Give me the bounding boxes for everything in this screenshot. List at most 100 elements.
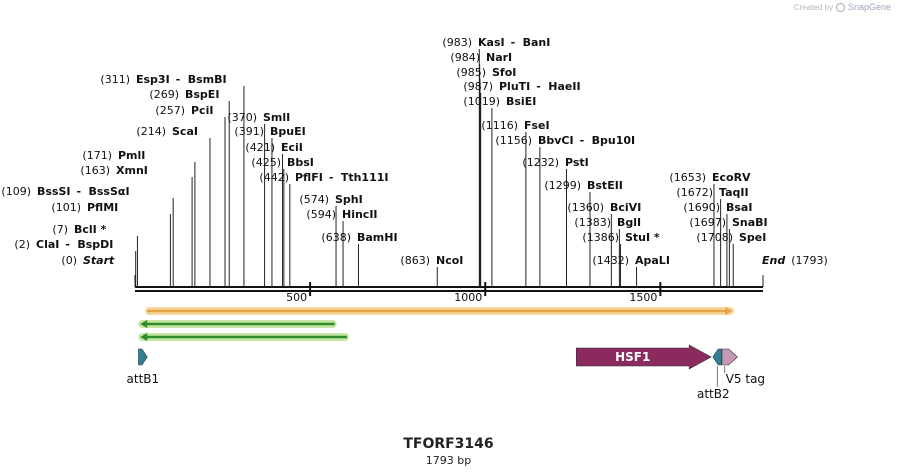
enzyme-alias: BssSαI [89,185,130,198]
enzyme-site-bcli[interactable]: (7) BclI * [52,223,106,236]
enzyme-alias: HaeII [548,80,580,93]
enzyme-site-pluti[interactable]: (987) PluTI - HaeII [463,80,580,93]
enzyme-site-pflfi[interactable]: (442) PflFI - Tth111I [259,171,388,184]
enzyme-site-bamhi[interactable]: (638) BamHI [321,231,397,244]
enzyme-site-bsiei[interactable]: (1019) BsiEI [463,95,536,108]
enzyme-site-pmli[interactable]: (171) PmlI [82,149,145,162]
enzyme-site-ncoi[interactable]: (863) NcoI [400,254,463,267]
enzyme-site-nari[interactable]: (984) NarI [450,51,512,64]
enzyme-site-pflmi[interactable]: (101) PflMI [51,201,118,214]
enzyme-position: (574) [299,193,329,206]
enzyme-position: (1232) [522,156,559,169]
enzyme-name: EciI [281,141,303,154]
enzyme-site-bspei[interactable]: (269) BspEI [149,88,219,101]
enzyme-site-bcivi[interactable]: (1360) BciVI [567,201,641,214]
orf-arrow[interactable] [145,307,735,315]
enzyme-site-kasi[interactable]: (983) KasI - BanI [442,36,550,49]
enzyme-name: BssSI [37,185,71,198]
enzyme-site-hincii[interactable]: (594) HincII [306,208,377,221]
enzyme-site-bsteii[interactable]: (1299) BstEII [544,179,622,192]
enzyme-site-scai[interactable]: (214) ScaI [136,125,198,138]
enzyme-name: BstEII [587,179,623,192]
enzyme-site-stui[interactable]: (1386) StuI * [582,231,660,244]
enzyme-position: (370) [227,111,257,124]
enzyme-site-sphi[interactable]: (574) SphI [299,193,362,206]
enzyme-site-bbvci[interactable]: (1156) BbvCI - Bpu10I [495,134,635,147]
enzyme-site-bsssi[interactable]: (109) BssSI - BssSαI [1,185,129,198]
enzyme-site-esp3i[interactable]: (311) Esp3I - BsmBI [100,73,226,86]
enzyme-site-sfoi[interactable]: (985) SfoI [456,66,516,79]
enzyme-position: (257) [155,104,185,117]
enzyme-position: (638) [321,231,351,244]
feature-label: V5 tag [726,372,765,386]
enzyme-site-bpuei[interactable]: (391) BpuEI [234,125,305,138]
enzyme-position: (987) [463,80,493,93]
enzyme-site-bgli[interactable]: (1383) BglI [574,216,641,229]
enzyme-name: BglI [617,216,641,229]
enzyme-position: (1383) [574,216,611,229]
feature-hsf1[interactable]: HSF1 [576,344,712,370]
enzyme-alias: Bpu10I [592,134,636,147]
feature-v5-tag[interactable]: V5 tag [722,348,765,386]
enzyme-site-end[interactable]: End (1793) [762,254,828,267]
enzyme-position: (442) [259,171,289,184]
feature-shape [138,348,148,366]
credit-prefix: Created by [793,2,833,12]
enzyme-site-ecii[interactable]: (421) EciI [245,141,303,154]
enzyme-position: (1653) [669,171,706,184]
orf-arrow[interactable] [138,320,337,328]
enzyme-name: PciI [191,104,213,117]
enzyme-position: (983) [442,36,472,49]
enzyme-name: HincII [342,208,378,221]
feature-attb2[interactable]: attB2 [697,348,730,401]
enzyme-alias-dash: - [65,238,70,251]
orf-arrowhead [725,307,733,315]
enzyme-site-snabi[interactable]: (1697) SnaBI [689,216,767,229]
enzyme-position: (985) [456,66,486,79]
enzyme-name: BbsI [287,156,314,169]
enzyme-name: PflFI [295,171,323,184]
enzyme-site-xmni[interactable]: (163) XmnI [80,164,147,177]
enzyme-name: SnaBI [732,216,768,229]
enzyme-name: PflMI [87,201,118,214]
enzyme-name: BclI * [74,223,107,236]
enzyme-position: (1386) [582,231,619,244]
enzyme-alias-dash: - [77,185,82,198]
orf-arrow[interactable] [138,333,349,341]
enzyme-name: BpuEI [270,125,306,138]
enzyme-site-clai[interactable]: (2) ClaI - BspDI [14,238,113,251]
enzyme-site-bsai[interactable]: (1690) BsaI [683,201,752,214]
enzyme-site-spei[interactable]: (1708) SpeI [696,231,766,244]
enzyme-position: (391) [234,125,264,138]
enzyme-site-smli[interactable]: (370) SmlI [227,111,290,124]
enzyme-name: TaqII [719,186,749,199]
enzyme-site-ecorv[interactable]: (1653) EcoRV [669,171,751,184]
enzyme-site-psti[interactable]: (1232) PstI [522,156,588,169]
enzyme-position: (2) [14,238,30,251]
enzyme-alias: Tth111I [341,171,389,184]
enzyme-site-fsei[interactable]: (1116) FseI [481,119,549,132]
enzyme-name: ScaI [172,125,198,138]
enzyme-position: (171) [82,149,112,162]
enzyme-site-pcii[interactable]: (257) PciI [155,104,213,117]
enzyme-position: (1019) [463,95,500,108]
enzyme-position: (594) [306,208,336,221]
enzyme-site-apali[interactable]: (1432) ApaLI [592,254,670,267]
enzyme-name: BamHI [357,231,398,244]
enzyme-name: Esp3I [136,73,170,86]
snapgene-credit: Created by SnapGene [794,2,891,12]
enzyme-position: (984) [450,51,480,64]
ruler-tick-label: 1500 [629,291,657,304]
snapgene-logo-icon [835,2,845,12]
enzyme-name: PluTI [499,80,530,93]
ruler-tick-label: 500 [286,291,307,304]
enzyme-site-bbsi[interactable]: (425) BbsI [251,156,314,169]
enzyme-position: (1360) [567,201,604,214]
enzyme-name: StuI * [625,231,660,244]
enzyme-position: (7) [52,223,68,236]
enzyme-position: (1432) [592,254,629,267]
feature-attb1[interactable]: attB1 [127,348,160,386]
enzyme-site-taqii[interactable]: (1672) TaqII [676,186,748,199]
enzyme-site-start[interactable]: (0) Start [61,254,115,267]
